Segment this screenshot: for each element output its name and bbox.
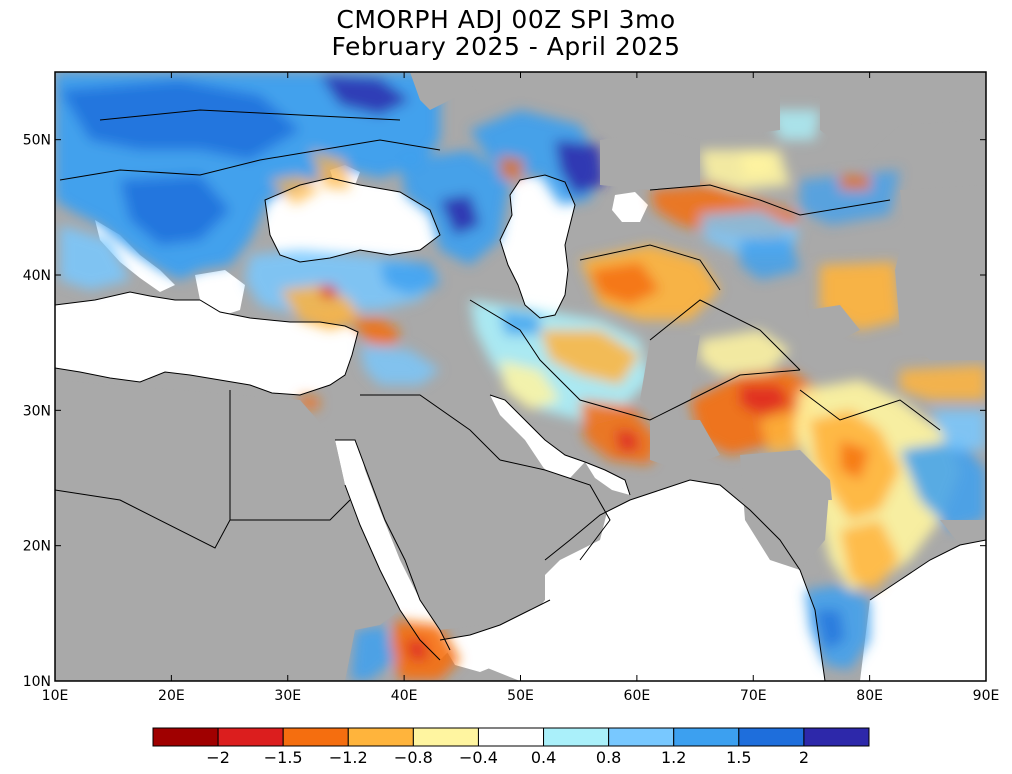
x-axis-ticks: 10E 20E 30E 40E 50E 60E 70E 80E 90E	[42, 72, 1000, 704]
legend-label: 1.2	[661, 748, 686, 767]
legend-swatch	[152, 727, 219, 747]
adriatic-sea	[95, 220, 175, 292]
no-data-patches	[55, 72, 986, 681]
spi-field	[55, 72, 986, 681]
gulf-of-oman	[585, 462, 630, 495]
x-tick-label: 70E	[740, 688, 767, 704]
y-axis-ticks: 10N 20N 30N 40N 50N	[23, 133, 986, 690]
mediterranean-sea	[55, 292, 358, 395]
legend-swatch	[282, 727, 349, 747]
water-bodies	[55, 165, 986, 681]
aegean-sea	[195, 270, 245, 318]
boundaries	[55, 109, 986, 681]
legend-label: 0.4	[531, 748, 556, 767]
legend-label: 0.8	[596, 748, 621, 767]
red-sea	[335, 440, 450, 660]
color-legend: −2 −1.5 −1.2 −0.8 −0.4 0.4 0.8 1.2 1.5 2	[152, 727, 870, 767]
persian-gulf	[490, 395, 585, 478]
legend-label: −1.2	[329, 748, 368, 767]
x-tick-label: 40E	[391, 688, 418, 704]
x-tick-label: 80E	[856, 688, 883, 704]
caspian-sea	[500, 175, 575, 318]
arabian-sea	[480, 480, 825, 681]
x-tick-label: 10E	[42, 688, 69, 704]
y-tick-label: 50N	[23, 133, 51, 149]
legend-swatch	[477, 727, 545, 747]
legend-swatch	[738, 727, 805, 747]
y-tick-label: 30N	[23, 403, 51, 419]
x-tick-label: 90E	[973, 688, 1000, 704]
legend-label: −0.8	[394, 748, 433, 767]
legend-label: −2	[206, 748, 230, 767]
legend-label: −1.5	[264, 748, 303, 767]
aral-sea	[612, 192, 648, 222]
legend-swatch	[608, 727, 675, 747]
x-tick-label: 20E	[158, 688, 185, 704]
y-tick-label: 40N	[23, 268, 51, 284]
x-tick-label: 50E	[507, 688, 534, 704]
y-tick-label: 10N	[23, 674, 51, 690]
legend-swatch	[543, 727, 610, 747]
legend-swatch	[673, 727, 740, 747]
legend-swatch	[412, 727, 479, 747]
legend-label: 1.5	[726, 748, 751, 767]
legend-label: −0.4	[459, 748, 498, 767]
x-tick-label: 60E	[624, 688, 651, 704]
legend-label: 2	[799, 748, 809, 767]
bay-of-bengal	[860, 540, 986, 681]
y-tick-label: 20N	[23, 539, 51, 555]
map-title-line2: February 2025 - April 2025	[331, 32, 681, 61]
gulf-of-aden	[440, 600, 560, 672]
legend-swatch	[347, 727, 414, 747]
black-sea	[265, 178, 440, 262]
map-title-line1: CMORPH ADJ 00Z SPI 3mo	[336, 5, 676, 34]
legend-swatch	[217, 727, 284, 747]
map-plot-area	[55, 72, 986, 681]
legend-swatch	[803, 727, 870, 747]
x-tick-label: 30E	[274, 688, 301, 704]
